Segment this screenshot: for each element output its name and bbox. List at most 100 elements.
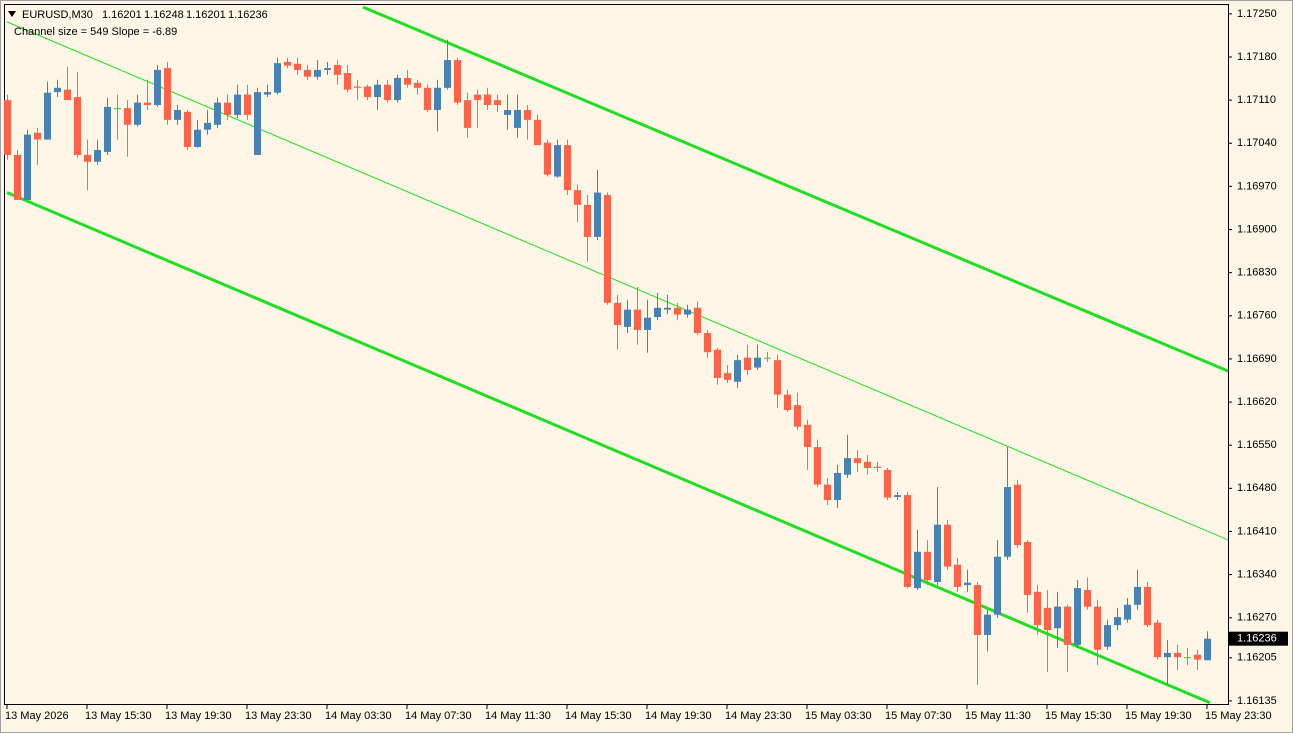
- candle-body: [854, 458, 861, 464]
- candle-body: [474, 94, 481, 101]
- candle-body: [994, 556, 1001, 615]
- candle-body: [1014, 484, 1021, 546]
- candle-body: [14, 154, 21, 200]
- axis-layer: 1.17250 1.17180 1.17110 1.17040 1.16970 1.169…: [5, 8, 1288, 722]
- candle-body: [944, 524, 951, 567]
- candle-body: [1134, 586, 1141, 605]
- candle-body: [1024, 541, 1031, 595]
- symbol: EURUSD,M30: [22, 9, 93, 21]
- candle-body: [954, 564, 961, 587]
- candle-body: [254, 92, 261, 155]
- candle-body: [84, 154, 91, 162]
- candle-body: [764, 357, 771, 359]
- candle-body: [624, 309, 631, 327]
- x-tick-label: 14 May 15:30: [565, 710, 632, 722]
- candle-body: [64, 89, 71, 101]
- candle-body: [1074, 588, 1081, 645]
- x-tick-label: 13 May 15:30: [85, 710, 152, 722]
- x-tick-label: 15 May 11:30: [965, 710, 1031, 722]
- y-tick-label: 1.16620: [1237, 396, 1277, 408]
- candle-body: [414, 82, 421, 88]
- y-tick-label: 1.17110: [1237, 94, 1276, 106]
- candle-body: [714, 349, 721, 379]
- candle-body: [904, 495, 911, 587]
- candle-body: [74, 97, 81, 155]
- collapse-arrow[interactable]: [8, 11, 16, 17]
- x-tick-label: 14 May 11:30: [485, 710, 551, 722]
- y-tick-label: 1.16135: [1237, 695, 1277, 707]
- candle-body: [104, 106, 111, 152]
- candle-body: [914, 551, 921, 589]
- candle-body: [674, 307, 681, 315]
- candle-body: [614, 302, 621, 326]
- candle-body: [434, 87, 441, 110]
- candle-body: [604, 195, 611, 303]
- candle-body: [284, 61, 291, 66]
- candle-body: [1124, 604, 1131, 620]
- candle-body: [1174, 652, 1181, 658]
- candle-body: [294, 63, 301, 70]
- candle-body: [114, 108, 121, 110]
- y-tick-label: 1.16970: [1237, 180, 1277, 192]
- y-tick-label: 1.16270: [1237, 612, 1277, 624]
- candle-body: [694, 307, 701, 334]
- candle-body: [484, 94, 491, 106]
- y-tick-label: 1.16480: [1237, 482, 1277, 494]
- candle-body: [1084, 590, 1091, 607]
- candle-body: [554, 145, 561, 177]
- candle-body: [334, 65, 341, 75]
- quote-high: 1.16248: [144, 9, 184, 21]
- candle-body: [1184, 657, 1191, 659]
- candle-body: [824, 484, 831, 501]
- candle-body: [1064, 606, 1071, 645]
- x-tick-label: 13 May 2026: [5, 710, 69, 722]
- candle-body: [884, 469, 891, 498]
- candle-body: [224, 102, 231, 115]
- candle-body: [684, 309, 691, 315]
- y-tick-label: 1.16760: [1237, 310, 1277, 322]
- x-tick-label: 15 May 19:30: [1125, 710, 1192, 722]
- candle-body: [734, 360, 741, 382]
- channel-layer: [6, 5, 1228, 704]
- x-tick-label: 15 May 07:30: [885, 710, 952, 722]
- candle-body: [424, 87, 431, 110]
- candle-body: [894, 495, 901, 497]
- candle-body: [1154, 622, 1161, 658]
- candle-body: [964, 582, 971, 586]
- candle-body: [1144, 586, 1151, 626]
- channel-label: Channel size = 549 Slope = -6.89: [14, 26, 177, 38]
- candle-body: [94, 150, 101, 162]
- candle-body: [444, 60, 451, 88]
- candle-body: [584, 204, 591, 237]
- candle-body: [864, 461, 871, 468]
- quote-low: 1.16201: [186, 9, 226, 21]
- quote-open: 1.16201: [102, 9, 142, 21]
- candle-body: [194, 129, 201, 147]
- candle-body: [274, 63, 281, 93]
- candle-body: [164, 68, 171, 120]
- y-tick-label: 1.16340: [1237, 569, 1277, 581]
- candle-body: [374, 84, 381, 98]
- candle-body: [1054, 606, 1061, 629]
- candle-body: [534, 119, 541, 146]
- candle-body: [314, 69, 321, 77]
- candle-body: [1044, 607, 1051, 631]
- candle-body: [704, 333, 711, 353]
- candle-layer: [4, 39, 1211, 685]
- candle-body: [664, 307, 671, 310]
- y-tick-label: 1.17250: [1237, 8, 1277, 20]
- y-tick-label: 1.17040: [1237, 137, 1277, 149]
- candle-body: [744, 357, 751, 371]
- candle-body: [794, 405, 801, 427]
- channel-line: [362, 5, 1228, 373]
- candle-body: [1104, 625, 1111, 647]
- x-tick-label: 15 May 03:30: [805, 710, 872, 722]
- candle-body: [754, 357, 761, 368]
- candle-body: [514, 109, 521, 128]
- candle-body: [644, 317, 651, 330]
- candle-body: [924, 551, 931, 581]
- candle-body: [364, 86, 371, 98]
- candle-body: [814, 447, 821, 485]
- y-tick-label: 1.16900: [1237, 223, 1277, 235]
